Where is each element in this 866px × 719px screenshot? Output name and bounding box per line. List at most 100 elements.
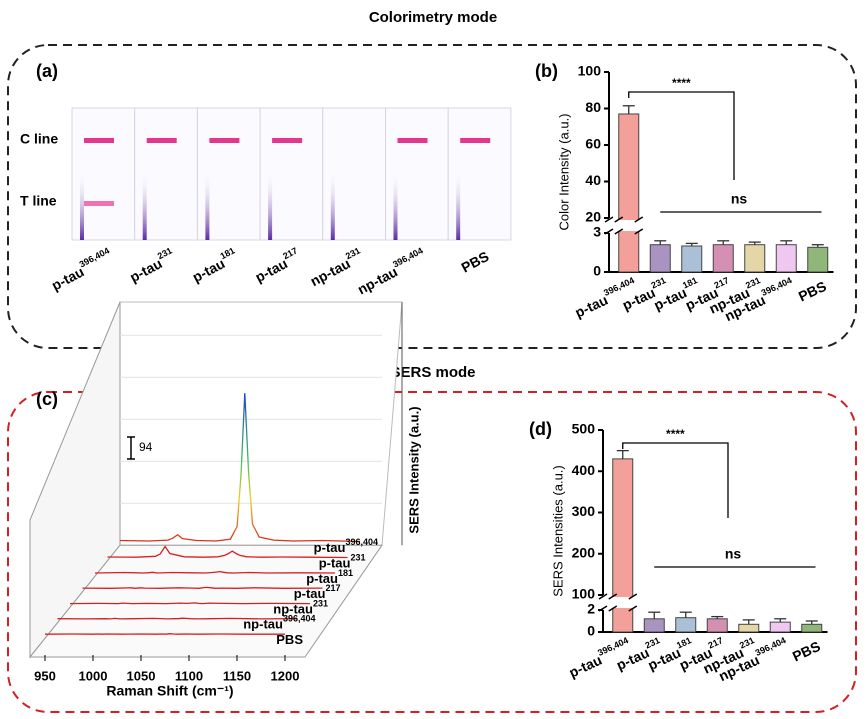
- strip-label-sup: 231: [344, 246, 362, 262]
- break-mark: [634, 228, 644, 235]
- x-tick-label: 950: [34, 668, 56, 683]
- bar: [681, 245, 703, 273]
- bar: [706, 618, 728, 633]
- legend-label-base: p-tau: [294, 587, 326, 602]
- heading: Colorimetry mode: [369, 9, 497, 26]
- legend-label-sup: 217: [325, 583, 340, 593]
- y-tick-label: 2: [587, 601, 595, 617]
- c-line: [209, 138, 240, 143]
- legend-label: PBS: [276, 632, 303, 647]
- strip-label-base: PBS: [458, 248, 491, 276]
- legend-label-base: p-tau: [306, 571, 338, 586]
- y-tick-label: 100: [572, 586, 596, 602]
- x-tick-label-sup: 181: [675, 635, 693, 650]
- y-axis-label: SERS Intensities (a.u.): [550, 465, 565, 597]
- strip-label: p-tau396,404: [48, 246, 116, 294]
- bar: [744, 244, 766, 273]
- strip-label: p-tau181: [188, 246, 240, 285]
- x-tick-label-base: PBS: [790, 638, 823, 665]
- strip-label-sup: 231: [156, 246, 174, 262]
- legend-label-base: p-tau: [314, 541, 346, 556]
- y-tick-label: 3: [593, 224, 601, 240]
- bracket: [622, 442, 729, 518]
- legend-label: p-tau181: [306, 568, 353, 586]
- heading: SERS mode: [390, 364, 475, 381]
- bar: [775, 244, 797, 273]
- bar: [807, 246, 829, 273]
- y-tick-label: 0: [587, 623, 595, 639]
- y-tick-label: 60: [585, 136, 601, 152]
- t-line: [84, 201, 114, 206]
- bar: [738, 623, 760, 633]
- annotation: ns: [725, 546, 742, 562]
- bar: [675, 617, 697, 633]
- strip-label-base: np-tau: [307, 255, 352, 289]
- break-mark: [598, 593, 608, 600]
- strip-wick: [205, 170, 210, 240]
- strip-wick: [456, 170, 461, 240]
- x-tick-label-sup: 396,404: [754, 635, 788, 658]
- x-tick-label: PBS: [796, 278, 829, 305]
- spectrum: [57, 617, 298, 620]
- c-line: [397, 138, 428, 143]
- strip-label: np-tau396,404: [354, 246, 429, 298]
- break-mark: [608, 605, 618, 612]
- legend-label-sup: 396,404: [283, 614, 316, 624]
- y-tick-label: 400: [572, 462, 596, 478]
- c-line: [272, 138, 303, 143]
- legend-label-sup: 396,404: [345, 538, 378, 548]
- legend-label-sup: 181: [338, 568, 353, 578]
- annotation: ****: [666, 427, 685, 441]
- y-tick-label: 300: [572, 503, 596, 519]
- legend-label-sup: 231: [350, 553, 365, 563]
- x-tick-label-sup: 181: [681, 275, 699, 290]
- annotation: ns: [731, 191, 748, 207]
- y-tick-label: 20: [585, 209, 601, 225]
- x-tick-label-sup: 217: [713, 275, 731, 290]
- break-mark: [614, 216, 624, 223]
- legend-label-base: p-tau: [319, 556, 351, 571]
- colorimetry-box: [7, 44, 857, 349]
- strip-label: p-tau217: [251, 246, 303, 285]
- bar: [643, 618, 665, 633]
- line-label: C line: [20, 131, 58, 147]
- scale-bar-label: 94: [139, 440, 153, 454]
- bracket: [628, 91, 735, 180]
- strip-wick: [268, 170, 273, 240]
- strip-wick: [142, 170, 147, 240]
- strip-label: p-tau231: [126, 246, 178, 285]
- strip-label-sup: 217: [281, 246, 299, 262]
- break-mark: [634, 216, 644, 223]
- c-line: [460, 138, 491, 143]
- legend-label-base: PBS: [276, 632, 303, 647]
- strip-label-base: np-tau: [355, 263, 400, 297]
- spectrum: [82, 586, 323, 589]
- strip-wick: [330, 170, 335, 240]
- bar: [712, 244, 734, 273]
- bar: [769, 621, 791, 633]
- x-tick-label: 1100: [175, 668, 203, 683]
- x-tick-label: 1200: [271, 668, 300, 683]
- legend-label: p-tau396,404: [314, 538, 378, 556]
- x-tick-label-base: PBS: [796, 278, 829, 305]
- panel-label: (a): [36, 61, 58, 81]
- strip-wick: [393, 170, 398, 240]
- y-tick-label: 40: [585, 172, 601, 188]
- c-line: [146, 138, 177, 143]
- axis-break: [600, 597, 828, 608]
- panel-label: (c): [36, 389, 58, 409]
- strip-label: PBS: [458, 248, 491, 276]
- axis-break: [606, 220, 834, 231]
- y-tick-label: 100: [578, 63, 602, 79]
- bar: [801, 623, 823, 633]
- x-tick-label: 1150: [223, 668, 251, 683]
- break-mark: [604, 228, 614, 235]
- x-tick-label-sup: 231: [644, 635, 662, 650]
- legend-label-base: np-tau: [273, 602, 313, 617]
- legend-label-base: np-tau: [243, 617, 283, 632]
- legend-label: p-tau217: [294, 583, 341, 601]
- strip-label-sup: 396,404: [391, 246, 424, 270]
- y-tick-label: 200: [572, 544, 596, 560]
- y-tick-label: 0: [593, 263, 601, 279]
